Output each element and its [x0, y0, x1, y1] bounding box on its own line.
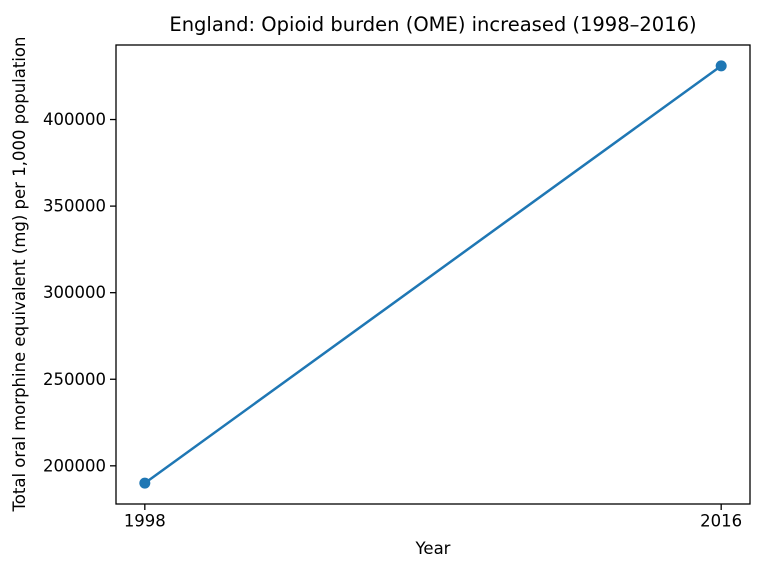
y-tick-label: 300000	[43, 283, 106, 302]
y-tick-label: 350000	[43, 197, 106, 216]
y-axis-label: Total oral morphine equivalent (mg) per …	[10, 37, 29, 513]
plot-area: 1998 2016 200000 250000 300000 350000 400000	[43, 44, 751, 531]
x-tick-label: 2016	[700, 512, 742, 531]
chart-title: England: Opioid burden (OME) increased (…	[169, 13, 696, 36]
y-tick-label: 400000	[43, 110, 106, 129]
plot-border	[115, 44, 751, 505]
x-tick-label: 1998	[124, 512, 166, 531]
y-tick-label: 250000	[43, 370, 106, 389]
x-axis-label: Year	[415, 539, 451, 558]
data-line	[143, 64, 723, 485]
data-point	[715, 60, 727, 72]
y-tick-label: 200000	[43, 456, 106, 475]
data-point	[139, 477, 151, 489]
